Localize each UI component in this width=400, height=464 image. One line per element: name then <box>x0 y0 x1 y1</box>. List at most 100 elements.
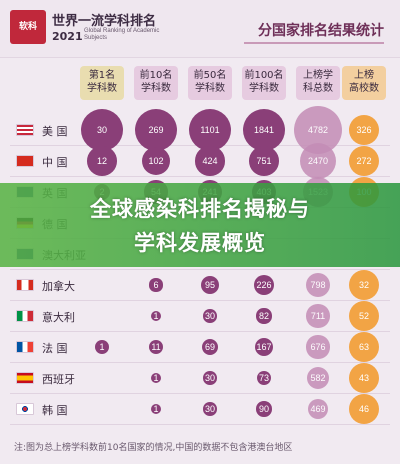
value-bubble: 1 <box>150 372 162 384</box>
bubble-value: 272 <box>356 156 372 166</box>
column-header-line: 学科数 <box>87 83 117 94</box>
page-title: 分国家排名结果统计 <box>258 23 384 39</box>
column-header-line: 第1名 <box>88 70 116 81</box>
row-divider <box>10 300 390 301</box>
country-name: 法 国 <box>42 342 68 355</box>
bubble-value: 469 <box>310 403 326 414</box>
logo-title: 世界一流学科排名 <box>52 14 157 29</box>
headline-banner: 全球感染科排名揭秘与 学科发展概览 <box>0 183 400 267</box>
value-bubble: 582 <box>307 367 329 389</box>
bubble-value: 69 <box>204 341 215 352</box>
country-name: 加拿大 <box>42 280 75 293</box>
column-header-line: 上榜 <box>354 70 374 81</box>
column-header-line: 前100名 <box>244 70 284 81</box>
bubble-value: 90 <box>258 403 269 414</box>
value-bubble: 30 <box>203 371 217 385</box>
flag-icon-es <box>16 372 34 384</box>
column-header: 前50名学科数 <box>188 66 232 100</box>
bubble-value: 4782 <box>307 125 329 135</box>
bubble-value: 1 <box>153 310 159 321</box>
value-bubble: 32 <box>349 270 379 300</box>
bubble-value: 1 <box>153 403 159 414</box>
bubble-value: 30 <box>96 125 107 135</box>
bubble-value: 32 <box>358 280 369 290</box>
column-header: 前10名 学科数 <box>134 66 178 100</box>
value-bubble: 2470 <box>299 142 337 180</box>
value-bubble: 1841 <box>243 109 285 151</box>
value-bubble: 1 <box>150 310 162 322</box>
bubble-value: 63 <box>358 342 369 352</box>
column-header-line: 学科数 <box>195 83 225 94</box>
bubble-value: 43 <box>358 373 369 383</box>
bubble-value: 167 <box>256 341 272 352</box>
bubble-value: 676 <box>310 341 326 352</box>
logo-subtitle: Global Ranking of Academic Subjects <box>84 28 160 41</box>
value-bubble: 82 <box>256 308 272 324</box>
ranking-logo: 软科 <box>10 10 46 44</box>
bubble-value: 95 <box>204 279 215 290</box>
bubble-value: 798 <box>310 279 326 290</box>
row-divider <box>10 393 390 394</box>
bubble-value: 1101 <box>200 125 220 135</box>
column-header-line: 学科数 <box>141 83 171 94</box>
column-header-line: 前50名 <box>193 70 227 81</box>
bubble-value: 751 <box>256 155 272 166</box>
value-bubble: 30 <box>203 309 217 323</box>
flag-icon-us <box>16 124 34 136</box>
value-bubble: 102 <box>141 146 171 176</box>
value-bubble: 11 <box>148 339 164 355</box>
banner-line-2: 学科发展概览 <box>134 231 266 255</box>
bubble-value: 424 <box>202 155 218 166</box>
flag-icon-it <box>16 310 34 322</box>
bubble-value: 12 <box>96 155 107 166</box>
footnote: 注:图为总上榜学科数前10名国家的情况,中国的数据不包含港澳台地区 <box>14 443 293 453</box>
row-divider <box>10 424 390 425</box>
value-bubble: 30 <box>203 402 217 416</box>
logo-year: 2021 <box>52 30 83 43</box>
value-bubble: 95 <box>201 276 219 294</box>
value-bubble: 30 <box>81 109 123 151</box>
bubble-value: 1 <box>153 372 159 383</box>
bubble-value: 6 <box>153 279 159 290</box>
bubble-value: 102 <box>148 155 164 166</box>
value-bubble: 73 <box>256 370 272 386</box>
bubble-value: 52 <box>358 311 369 321</box>
value-bubble: 798 <box>305 272 331 298</box>
column-header-line: 上榜学 <box>303 70 333 81</box>
value-bubble: 751 <box>249 146 279 176</box>
country-name: 中 国 <box>42 156 68 169</box>
value-bubble: 424 <box>195 146 225 176</box>
value-bubble: 63 <box>349 332 379 362</box>
header: 软科 世界一流学科排名 2021 Global Ranking of Acade… <box>0 0 400 58</box>
value-bubble: 6 <box>149 278 163 292</box>
flag-icon-kr <box>16 403 34 415</box>
bubble-value: 11 <box>151 341 161 352</box>
column-header: 上榜 高校数 <box>342 66 386 100</box>
value-bubble: 43 <box>349 363 379 393</box>
country-name: 美 国 <box>42 125 68 138</box>
bubble-value: 269 <box>148 125 164 135</box>
country-name: 西班牙 <box>42 373 75 386</box>
bubble-value: 46 <box>358 404 369 414</box>
value-bubble: 272 <box>349 146 379 176</box>
bubble-value: 582 <box>310 372 326 383</box>
value-bubble: 52 <box>349 301 379 331</box>
value-bubble: 69 <box>201 338 219 356</box>
flag-icon-fr <box>16 341 34 353</box>
value-bubble: 46 <box>349 394 379 424</box>
bubble-value: 326 <box>356 125 372 135</box>
column-header: 前100名 学科数 <box>242 66 286 100</box>
row-divider <box>10 176 390 177</box>
row-divider <box>10 269 390 270</box>
bubble-value: 30 <box>204 372 215 383</box>
value-bubble: 12 <box>87 146 117 176</box>
value-bubble: 676 <box>306 335 330 359</box>
flag-icon-cn <box>16 155 34 167</box>
bubble-value: 73 <box>258 372 269 383</box>
value-bubble: 711 <box>306 304 330 328</box>
bubble-value: 226 <box>256 279 272 290</box>
bubble-value: 30 <box>204 403 215 414</box>
value-bubble: 269 <box>135 109 177 151</box>
value-bubble: 469 <box>307 398 329 420</box>
country-name: 韩 国 <box>42 404 68 417</box>
